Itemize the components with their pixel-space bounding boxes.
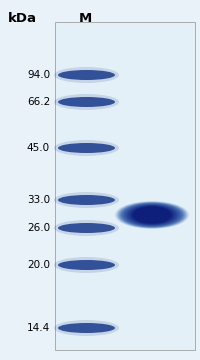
Ellipse shape [54, 220, 119, 236]
Ellipse shape [122, 203, 182, 227]
Ellipse shape [58, 260, 115, 270]
Ellipse shape [114, 201, 190, 229]
Ellipse shape [120, 203, 184, 228]
Text: kDa: kDa [8, 12, 37, 25]
Ellipse shape [58, 195, 115, 205]
Ellipse shape [122, 203, 182, 227]
Ellipse shape [123, 203, 181, 226]
Text: 45.0: 45.0 [27, 143, 50, 153]
Ellipse shape [58, 143, 115, 153]
Ellipse shape [128, 205, 176, 225]
Text: 66.2: 66.2 [27, 97, 50, 107]
Ellipse shape [115, 201, 189, 229]
Text: M: M [78, 12, 92, 25]
Ellipse shape [133, 207, 171, 224]
Ellipse shape [118, 202, 186, 228]
Ellipse shape [119, 202, 185, 228]
Ellipse shape [127, 205, 177, 225]
Ellipse shape [124, 204, 180, 226]
Ellipse shape [54, 94, 119, 110]
Ellipse shape [54, 320, 119, 336]
Text: 20.0: 20.0 [27, 260, 50, 270]
Ellipse shape [129, 206, 175, 225]
Ellipse shape [58, 223, 115, 233]
Text: 14.4: 14.4 [27, 323, 50, 333]
Text: 26.0: 26.0 [27, 223, 50, 233]
Ellipse shape [116, 202, 188, 229]
Ellipse shape [54, 67, 119, 83]
Ellipse shape [129, 205, 175, 225]
Ellipse shape [118, 202, 186, 228]
Ellipse shape [132, 206, 172, 224]
Ellipse shape [121, 203, 183, 227]
Text: 33.0: 33.0 [27, 195, 50, 205]
Ellipse shape [125, 204, 179, 226]
Ellipse shape [54, 257, 119, 273]
Ellipse shape [131, 206, 173, 224]
Ellipse shape [58, 323, 115, 333]
Text: 94.0: 94.0 [27, 70, 50, 80]
Ellipse shape [54, 192, 119, 208]
Bar [55, 22, 195, 350]
Ellipse shape [132, 206, 172, 224]
Ellipse shape [130, 206, 174, 224]
Ellipse shape [58, 97, 115, 107]
Ellipse shape [125, 204, 179, 226]
Ellipse shape [58, 70, 115, 80]
Ellipse shape [117, 202, 187, 228]
Ellipse shape [54, 140, 119, 156]
Ellipse shape [126, 204, 178, 225]
